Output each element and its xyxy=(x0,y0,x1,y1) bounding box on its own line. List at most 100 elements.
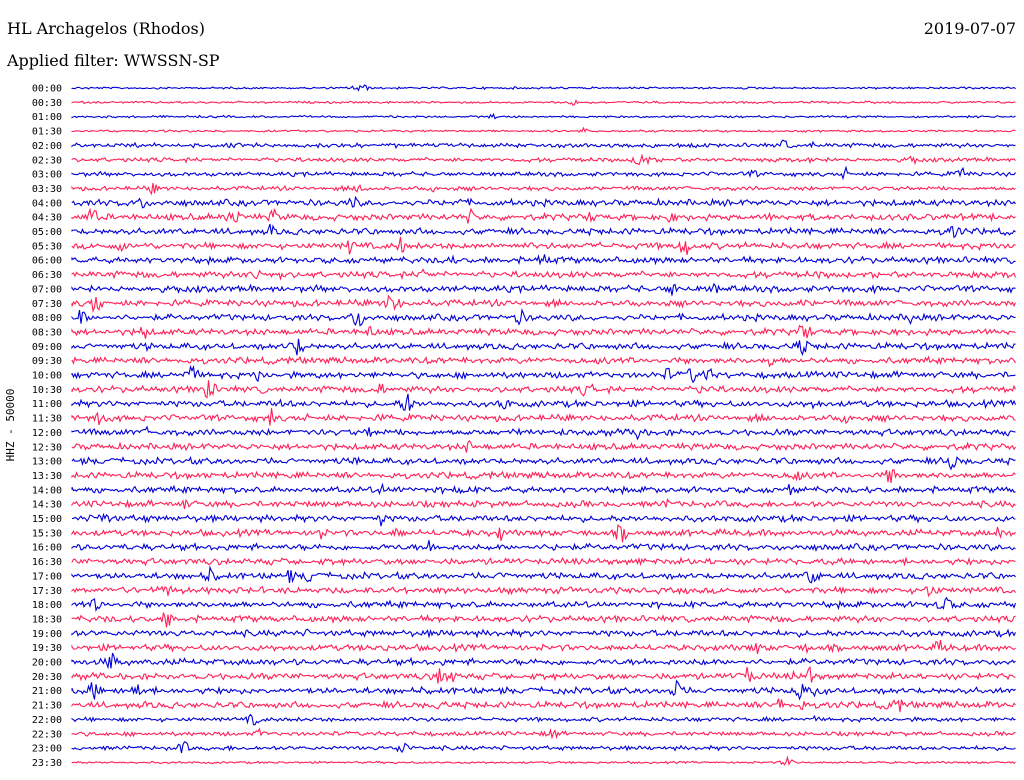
row-time-label: 00:00 xyxy=(32,84,62,95)
trace-line xyxy=(71,556,1016,567)
row-time-label: 14:30 xyxy=(32,500,62,511)
row-time-label: 22:00 xyxy=(32,715,62,726)
row-time-label: 15:00 xyxy=(32,514,62,525)
tick-label-group: 00:00 00:30 01:00 01:30 02:00 02:30 03:00 03:30… xyxy=(32,84,62,769)
row-time-label: 05:30 xyxy=(32,241,62,252)
row-time-label: 08:00 xyxy=(32,313,62,324)
row-time-label: 18:00 xyxy=(32,600,62,611)
row-time-label: 01:00 xyxy=(32,112,62,123)
trace-line xyxy=(71,497,1016,510)
trace-line xyxy=(71,425,1016,441)
trace-line xyxy=(71,665,1016,684)
trace-line xyxy=(71,84,1016,92)
trace-line xyxy=(71,585,1016,598)
row-time-label: 12:00 xyxy=(32,428,62,439)
trace-line xyxy=(71,741,1016,754)
row-time-label: 14:00 xyxy=(32,485,62,496)
trace-line xyxy=(71,236,1016,256)
trace-line xyxy=(71,99,1016,107)
trace-line xyxy=(71,308,1016,327)
row-time-label: 23:30 xyxy=(32,758,62,769)
row-time-label: 18:30 xyxy=(32,614,62,625)
trace-line xyxy=(71,596,1017,613)
row-time-label: 12:30 xyxy=(32,442,62,453)
row-time-label: 10:00 xyxy=(32,371,62,382)
trace-line xyxy=(71,755,1016,766)
row-time-label: 04:00 xyxy=(32,198,62,209)
row-time-label: 22:30 xyxy=(32,729,62,740)
y-axis-label: HHZ - 50000 xyxy=(4,389,17,462)
trace-line xyxy=(71,153,1016,166)
trace-line xyxy=(71,482,1016,496)
row-time-label: 01:30 xyxy=(32,127,62,138)
row-time-label: 16:00 xyxy=(32,543,62,554)
row-time-label: 20:00 xyxy=(32,658,62,669)
trace-line xyxy=(72,512,1016,527)
trace-line xyxy=(71,393,1017,411)
row-time-label: 09:30 xyxy=(32,356,62,367)
row-time-label: 17:00 xyxy=(32,571,62,582)
row-time-label: 21:00 xyxy=(32,686,62,697)
row-time-label: 05:00 xyxy=(32,227,62,238)
row-time-label: 06:30 xyxy=(32,270,62,281)
row-time-label: 07:00 xyxy=(32,284,62,295)
trace-line xyxy=(71,540,1016,553)
row-time-label: 11:00 xyxy=(32,399,62,410)
row-time-label: 13:00 xyxy=(32,457,62,468)
row-time-label: 02:30 xyxy=(32,155,62,166)
date-label: 2019-07-07 xyxy=(923,19,1016,38)
row-time-label: 04:30 xyxy=(32,213,62,224)
trace-line xyxy=(71,112,1016,120)
row-time-label: 17:30 xyxy=(32,586,62,597)
trace-line xyxy=(71,408,1016,426)
trace-line xyxy=(71,640,1016,655)
row-time-label: 00:30 xyxy=(32,98,62,109)
trace-line xyxy=(71,469,1016,483)
row-time-label: 15:30 xyxy=(32,528,62,539)
row-time-label: 03:00 xyxy=(32,170,62,181)
row-time-label: 23:00 xyxy=(32,744,62,755)
trace-line xyxy=(71,268,1017,281)
trace-line xyxy=(71,523,1016,543)
row-time-label: 16:30 xyxy=(32,557,62,568)
row-time-label: 02:00 xyxy=(32,141,62,152)
row-time-label: 13:30 xyxy=(32,471,62,482)
row-time-label: 08:30 xyxy=(32,327,62,338)
trace-line xyxy=(71,439,1016,453)
trace-line xyxy=(71,364,1016,384)
trace-line xyxy=(71,380,1016,399)
trace-line xyxy=(71,126,1016,134)
row-time-label: 10:30 xyxy=(32,385,62,396)
trace-line xyxy=(71,254,1016,266)
trace-line xyxy=(71,455,1016,471)
trace-line xyxy=(71,183,1016,196)
row-time-label: 11:30 xyxy=(32,414,62,425)
row-time-label: 07:30 xyxy=(32,299,62,310)
trace-line xyxy=(71,679,1016,701)
row-time-label: 19:30 xyxy=(32,643,62,654)
trace-line xyxy=(71,338,1016,357)
trace-line xyxy=(71,727,1016,740)
trace-line xyxy=(71,713,1016,726)
row-time-label: 19:00 xyxy=(32,629,62,640)
trace-line xyxy=(71,282,1016,296)
trace-group xyxy=(71,84,1017,766)
trace-line xyxy=(71,565,1016,584)
trace-line xyxy=(71,628,1016,639)
trace-line xyxy=(71,223,1016,239)
trace-line xyxy=(71,355,1016,368)
trace-line xyxy=(71,165,1016,181)
station-title: HL Archagelos (Rhodos) xyxy=(7,19,205,38)
row-time-label: 03:30 xyxy=(32,184,62,195)
row-time-label: 06:00 xyxy=(32,256,62,267)
trace-line xyxy=(71,324,1016,339)
trace-line xyxy=(71,195,1016,209)
trace-line xyxy=(71,139,1016,150)
row-time-label: 09:00 xyxy=(32,342,62,353)
trace-line xyxy=(71,612,1016,628)
filter-label: Applied filter: WWSSN-SP xyxy=(7,51,220,70)
trace-line xyxy=(71,698,1016,713)
trace-line xyxy=(71,207,1016,224)
trace-line xyxy=(71,652,1016,670)
